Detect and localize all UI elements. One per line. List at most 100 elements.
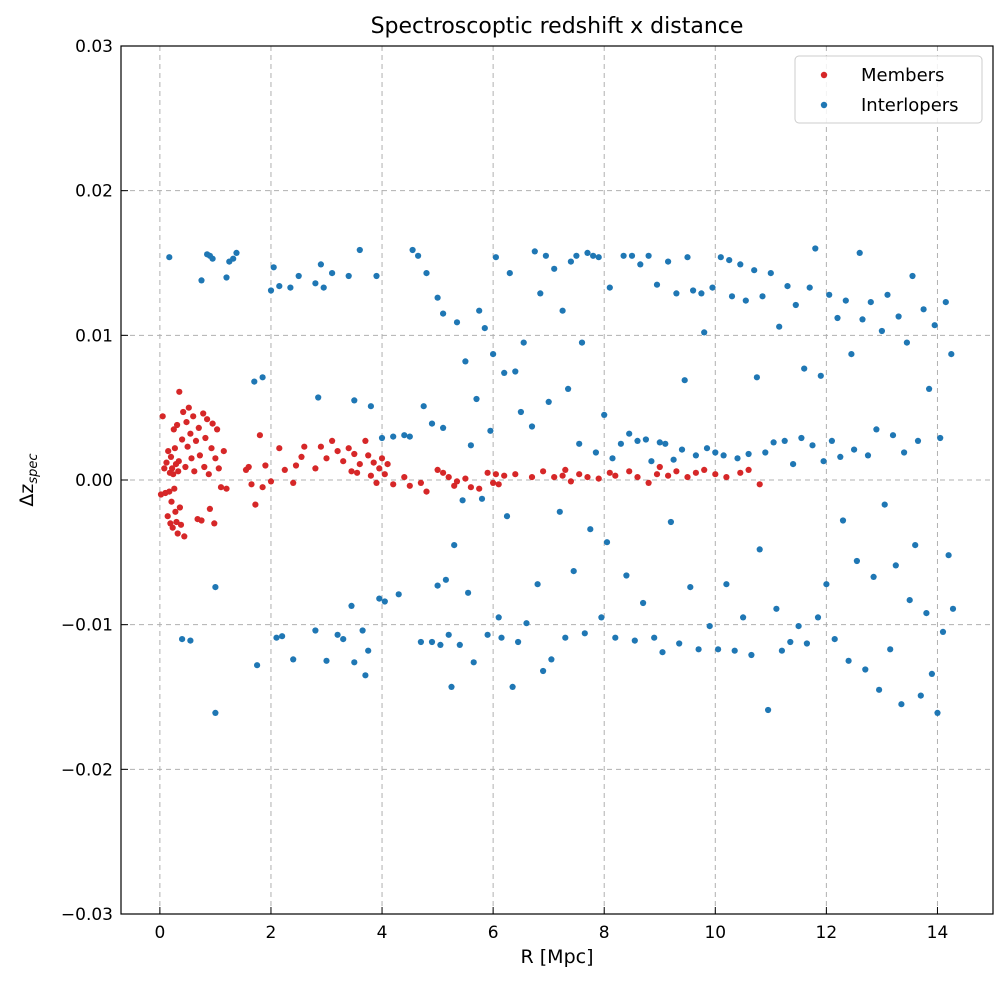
- members-point: [245, 463, 252, 471]
- members-point: [171, 445, 178, 452]
- members-point: [656, 463, 663, 471]
- interlopers-point: [640, 599, 647, 607]
- members-point: [168, 498, 175, 505]
- interlopers-point: [617, 440, 625, 447]
- interlopers-point: [662, 440, 669, 447]
- members-point: [190, 413, 197, 420]
- interlopers-point: [726, 257, 733, 264]
- members-point: [175, 468, 182, 475]
- members-point: [214, 426, 221, 433]
- members-point: [163, 459, 170, 466]
- interlopers-point: [909, 272, 916, 280]
- members-point: [540, 468, 547, 475]
- interlopers-point: [340, 636, 347, 643]
- interlopers-point: [678, 446, 686, 453]
- interlopers-point: [590, 252, 597, 259]
- members-point: [198, 517, 205, 524]
- interlopers-point: [437, 641, 444, 649]
- interlopers-point: [528, 423, 536, 430]
- interlopers-point: [487, 427, 494, 434]
- interlopers-point: [459, 497, 466, 504]
- interlopers-point: [856, 249, 863, 256]
- interlopers-point: [359, 627, 366, 634]
- interlopers-point: [473, 395, 480, 403]
- interlopers-point: [198, 277, 205, 284]
- interlopers-point: [453, 319, 461, 326]
- members-point: [301, 443, 308, 450]
- members-point: [176, 504, 183, 511]
- x-tick-label: 2: [266, 923, 277, 943]
- interlopers-point: [706, 623, 713, 630]
- interlopers-point: [878, 327, 886, 335]
- interlopers-point: [895, 313, 902, 320]
- members-point: [188, 455, 195, 462]
- members-point: [248, 481, 255, 488]
- interlopers-point: [831, 636, 838, 643]
- data-points: [157, 245, 957, 717]
- interlopers-point: [659, 649, 666, 656]
- members-point: [175, 458, 182, 465]
- interlopers-point: [728, 293, 736, 300]
- y-tick-label: −0.01: [61, 616, 113, 636]
- interlopers-point: [434, 294, 441, 301]
- members-point: [595, 475, 602, 482]
- interlopers-point: [645, 252, 652, 259]
- interlopers-point: [520, 339, 527, 346]
- x-tick-label: 0: [154, 923, 165, 943]
- interlopers-point: [798, 434, 805, 442]
- interlopers-point: [276, 283, 283, 290]
- legend-interlopers-marker: [820, 101, 828, 109]
- members-point: [205, 471, 212, 478]
- interlopers-point: [515, 638, 522, 646]
- interlopers-point: [187, 637, 194, 644]
- members-point: [365, 452, 372, 459]
- members-point: [576, 471, 583, 478]
- interlopers-point: [287, 284, 294, 291]
- interlopers-point: [567, 258, 575, 265]
- interlopers-point: [709, 284, 716, 291]
- interlopers-point: [912, 542, 919, 549]
- interlopers-point: [762, 449, 769, 456]
- interlopers-point: [737, 261, 744, 268]
- interlopers-point: [656, 439, 663, 446]
- interlopers-point: [759, 293, 766, 300]
- interlopers-point: [673, 290, 680, 297]
- interlopers-point: [795, 623, 802, 630]
- interlopers-point: [692, 452, 700, 459]
- members-point: [206, 505, 213, 512]
- interlopers-point: [212, 709, 219, 717]
- interlopers-point: [556, 508, 563, 515]
- members-point: [276, 445, 283, 452]
- interlopers-point: [884, 291, 891, 298]
- members-point: [684, 474, 691, 481]
- interlopers-point: [312, 280, 319, 287]
- interlopers-point: [790, 461, 797, 468]
- interlopers-point: [873, 426, 880, 433]
- interlopers-point: [945, 552, 952, 559]
- members-point: [208, 445, 215, 452]
- interlopers-point: [428, 638, 436, 646]
- interlopers-point: [715, 646, 722, 653]
- x-tick-label: 14: [927, 923, 949, 943]
- interlopers-point: [642, 436, 650, 443]
- interlopers-point: [817, 372, 824, 379]
- interlopers-point: [373, 272, 380, 280]
- members-point: [201, 463, 208, 471]
- members-point: [401, 474, 408, 481]
- interlopers-point: [867, 299, 874, 306]
- interlopers-point: [587, 526, 594, 533]
- interlopers-point: [767, 270, 774, 277]
- interlopers-point: [356, 246, 363, 254]
- interlopers-point: [348, 602, 355, 610]
- y-tick-label: 0.01: [75, 326, 113, 346]
- interlopers-point: [931, 322, 938, 329]
- interlopers-point: [534, 581, 541, 588]
- interlopers-point: [467, 442, 474, 449]
- members-point: [756, 481, 763, 488]
- interlopers-point: [440, 424, 447, 431]
- members-point: [512, 471, 519, 478]
- members-point: [334, 448, 341, 455]
- members-point: [169, 524, 176, 531]
- y-tick-label: 0.00: [75, 471, 113, 491]
- members-point: [185, 404, 192, 411]
